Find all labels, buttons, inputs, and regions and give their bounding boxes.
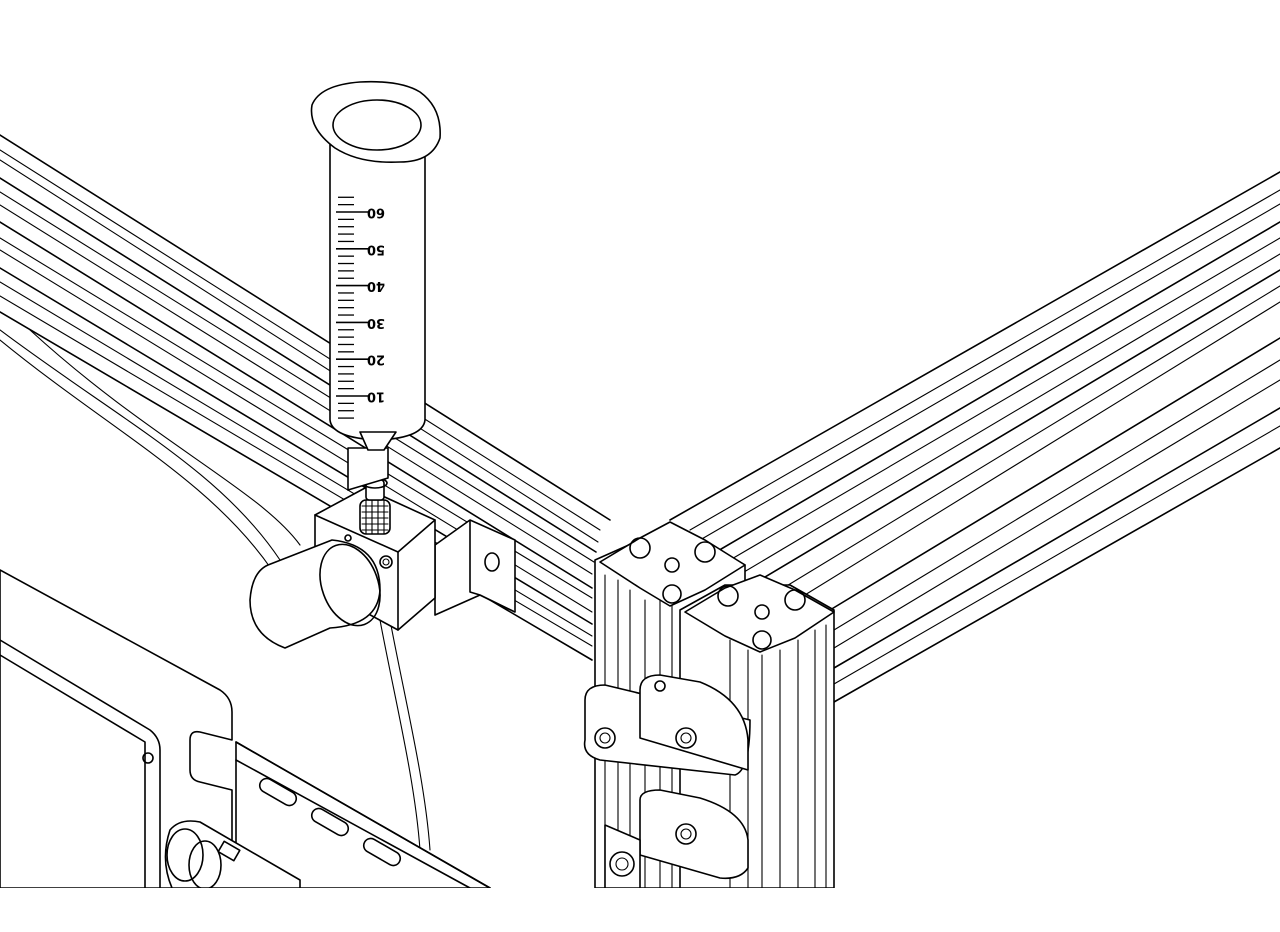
graduation-label-50: 50	[367, 241, 385, 256]
graduation-label-30: 30	[367, 315, 385, 330]
graduation-label-40: 40	[367, 278, 385, 293]
valve-motor	[249, 539, 381, 649]
syringe: 60 50 40 30 20 10	[310, 80, 441, 451]
hinge-lower	[639, 789, 749, 880]
syringe-tip	[359, 431, 397, 451]
extrusion-end-cap-rear	[684, 574, 835, 653]
extrusion-end-cap-front	[599, 521, 746, 607]
syringe-opening	[332, 99, 422, 151]
post-clamp-bolt	[604, 824, 641, 889]
syringe-graduation-ticks	[336, 196, 368, 419]
controller-housing	[0, 569, 233, 889]
hinge-upper	[583, 674, 751, 776]
drawing-crop-mask	[0, 888, 1280, 932]
syringe-graduation-labels: 60 50 40 30 20 10	[367, 205, 385, 404]
right-extrusion-rail	[669, 171, 1280, 703]
graduation-label-60: 60	[367, 205, 385, 220]
luer-fitting	[359, 477, 391, 535]
cables	[0, 329, 431, 851]
graduation-label-20: 20	[367, 352, 385, 367]
cable-connector	[164, 820, 301, 890]
graduation-label-10: 10	[367, 389, 385, 404]
valve-mounting-bracket	[434, 519, 516, 616]
knurl-pattern	[361, 499, 389, 535]
